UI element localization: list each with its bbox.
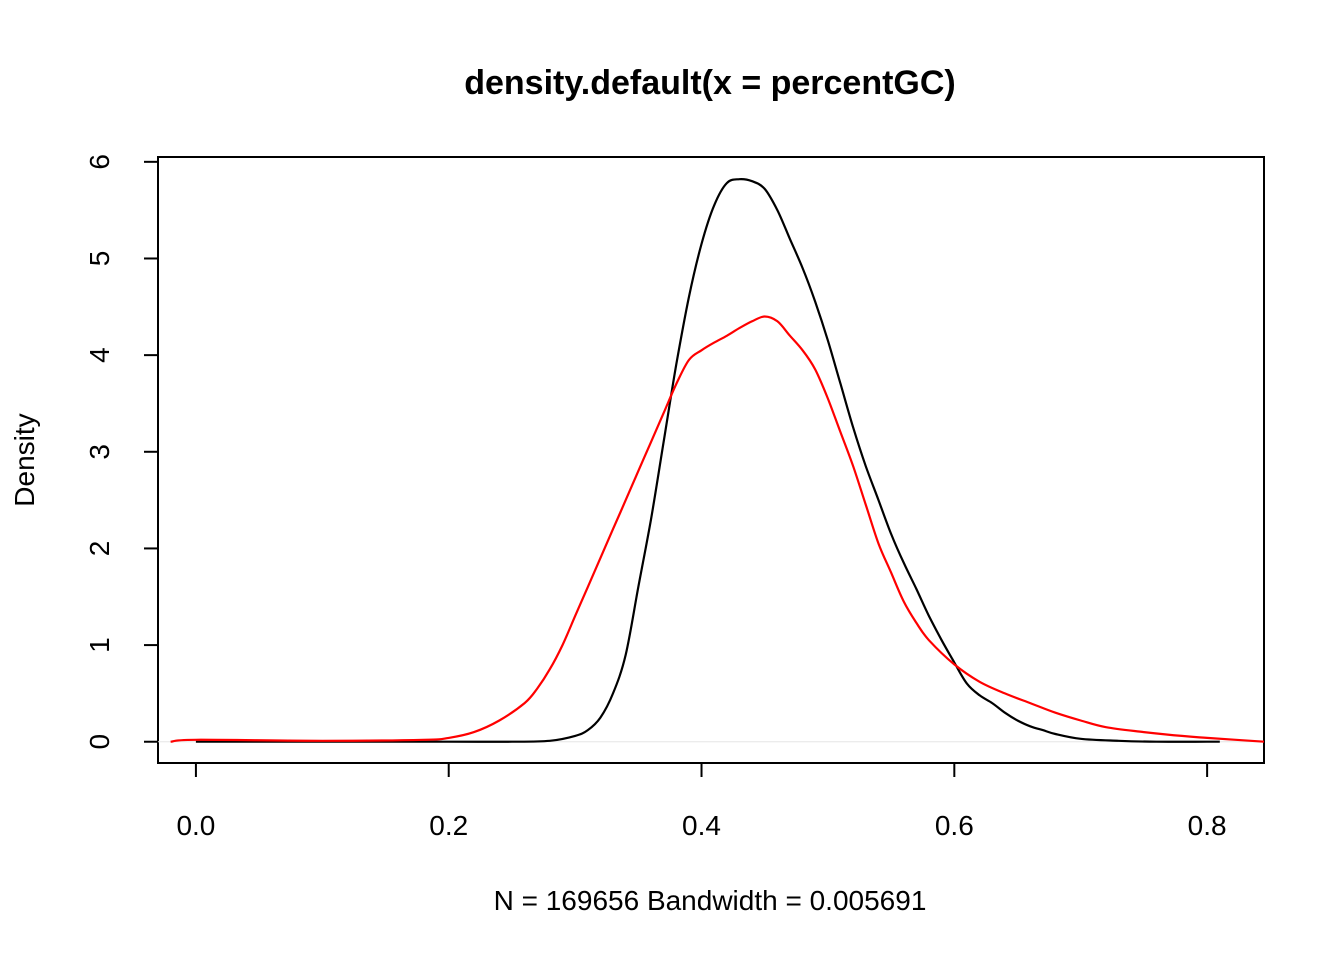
x-axis-label: N = 169656 Bandwidth = 0.005691 (494, 885, 927, 916)
x-axis: 0.0 0.2 0.4 0.6 0.8 (176, 762, 1227, 841)
y-axis-label: Density (9, 413, 40, 506)
chart-title: density.default(x = percentGC) (464, 64, 956, 102)
density-line-1 (195, 178, 1220, 743)
x-tick-label: 0.8 (1188, 810, 1227, 841)
series-layer (170, 178, 1265, 743)
y-tick-label: 5 (84, 251, 115, 267)
y-tick-label: 4 (84, 347, 115, 363)
y-tick-label: 2 (84, 541, 115, 557)
y-tick-label: 3 (84, 444, 115, 460)
x-tick-label: 0.0 (176, 810, 215, 841)
x-tick-label: 0.4 (682, 810, 721, 841)
y-tick-label: 0 (84, 734, 115, 750)
plot-frame (157, 156, 1265, 764)
x-tick-label: 0.6 (935, 810, 974, 841)
density-line-2 (170, 315, 1265, 743)
y-tick-label: 6 (84, 154, 115, 170)
y-axis: 0 1 2 3 4 5 6 (84, 154, 159, 750)
y-tick-label: 1 (84, 637, 115, 653)
x-tick-label: 0.2 (429, 810, 468, 841)
